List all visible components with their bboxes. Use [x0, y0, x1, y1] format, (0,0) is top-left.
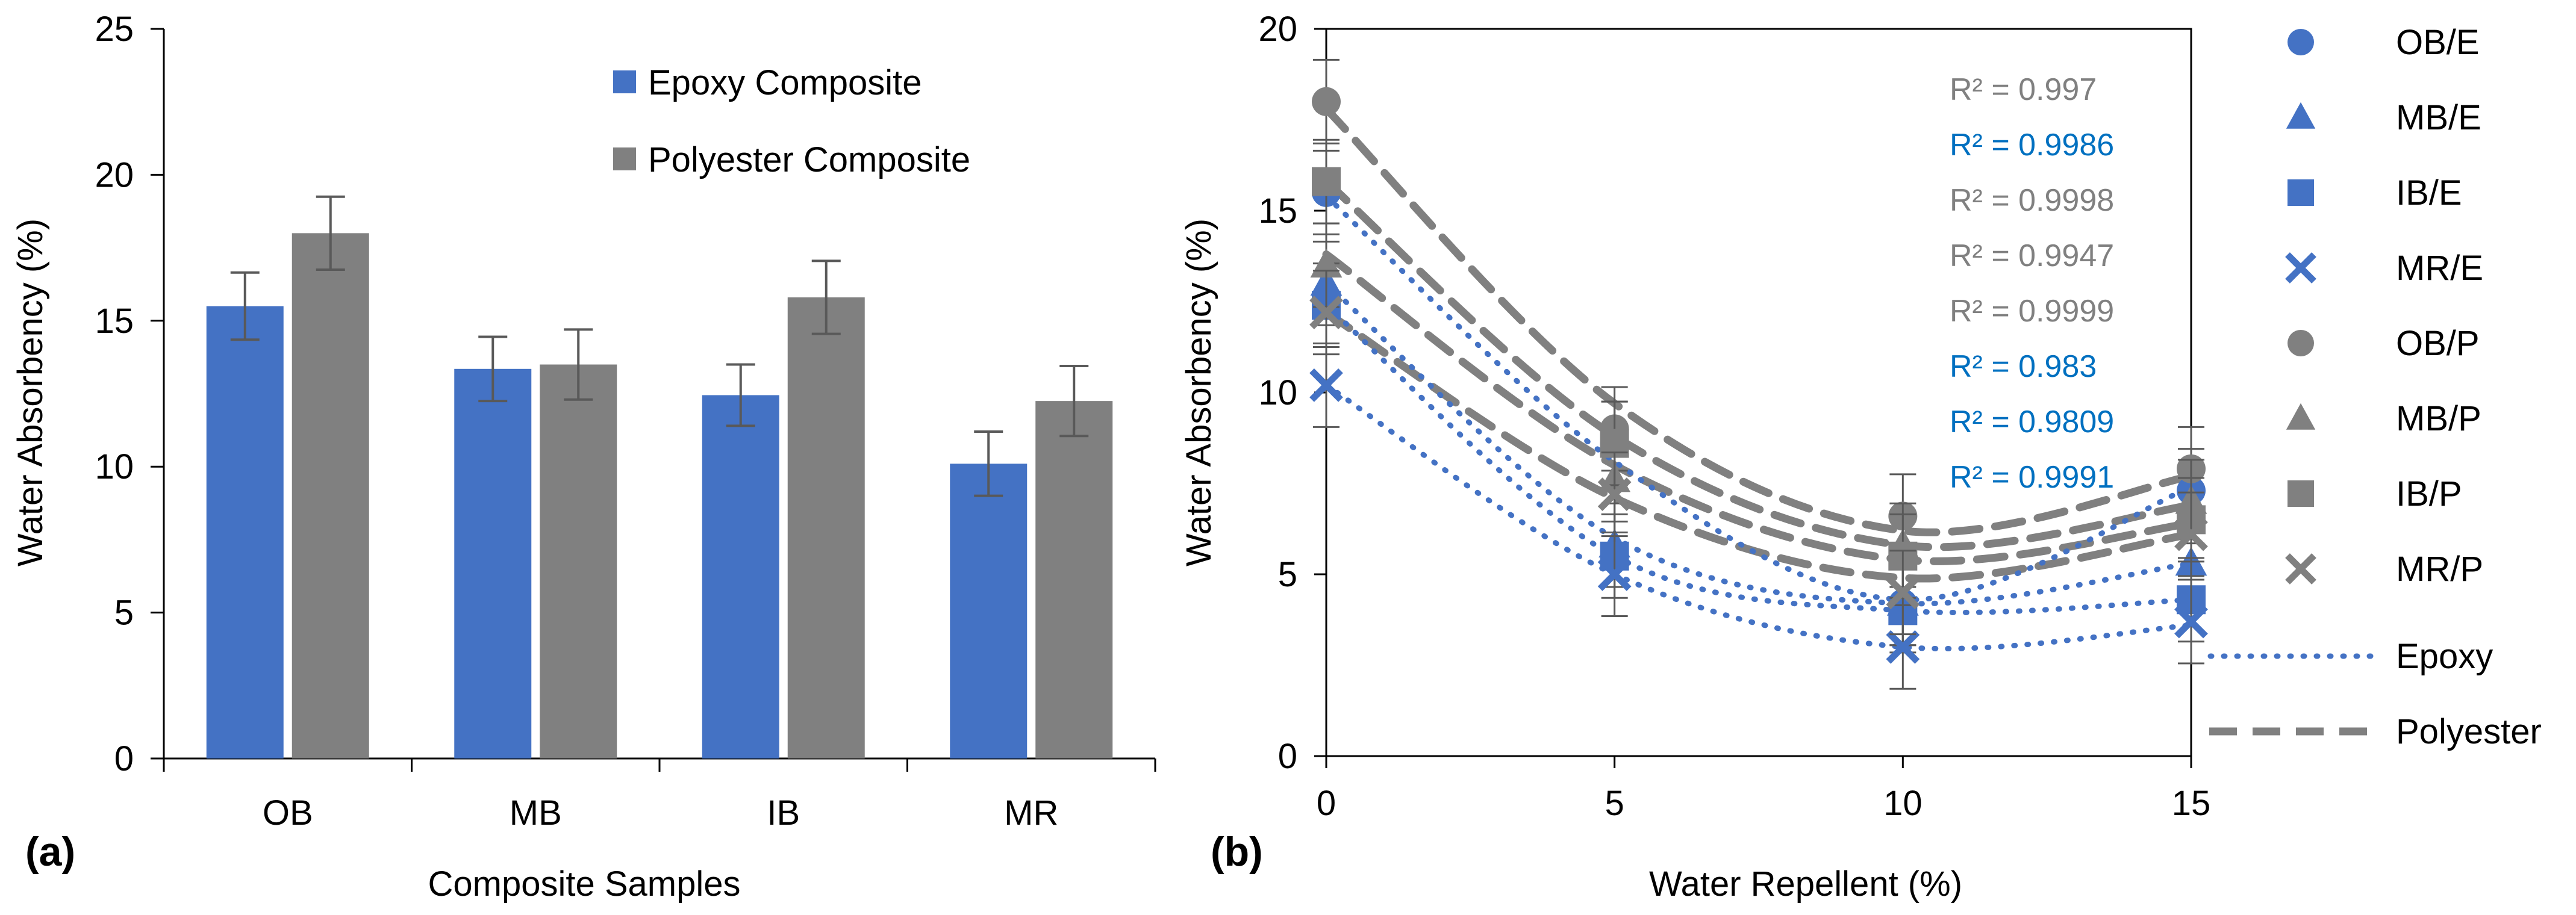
b-legend-label: OB/E — [2396, 23, 2480, 62]
a-bar-epoxy-mb — [454, 368, 532, 758]
b-x-tick-label: 15 — [2172, 784, 2211, 823]
b-point-mr-e — [2174, 604, 2208, 639]
b-r2-annotation: R² = 0.997 — [1950, 72, 2097, 107]
b-trendline-epoxy — [1323, 382, 2194, 652]
b-point-mr-e — [1309, 368, 1343, 402]
a-x-tick-label: OB — [263, 793, 313, 833]
b-x-tick-label: 10 — [1883, 784, 1923, 823]
b-y-axis-title: Water Absorbency (%) — [1179, 219, 1218, 566]
a-legend-label: Epoxy Composite — [648, 63, 922, 102]
b-point-mr-p — [2174, 517, 2208, 551]
b-legend-marker-mr-p — [2285, 553, 2316, 585]
a-bar-polyester-ob — [292, 233, 369, 758]
b-point-ob-p — [1312, 87, 1341, 116]
b-r2-annotation: R² = 0.9809 — [1950, 405, 2114, 439]
b-point-mr-p — [1309, 296, 1343, 330]
b-legend-marker-ob-p — [2288, 330, 2314, 356]
b-point-mr-p — [1886, 575, 1920, 610]
a-y-tick-label: 5 — [114, 594, 134, 633]
a-error-bar — [726, 363, 755, 427]
a-y-axis-title: Water Absorbency (%) — [11, 219, 50, 566]
b-trendline-polyester — [1322, 105, 2195, 536]
b-y-tick-label: 15 — [1258, 191, 1297, 231]
a-x-tick-label: MB — [510, 793, 562, 833]
a-error-bar — [974, 430, 1003, 497]
a-error-bar — [230, 271, 260, 341]
b-legend-marker-mr-e — [2285, 252, 2316, 284]
b-legend-marker-ib-e — [2288, 179, 2314, 206]
b-x-axis-title: Water Repellent (%) — [1649, 864, 1962, 904]
a-y-tick-label: 10 — [95, 447, 134, 486]
b-point-mr-e — [1886, 630, 1920, 664]
a-bar-polyester-mb — [540, 364, 617, 758]
a-y-tick-label: 20 — [95, 155, 134, 194]
b-trendline-polyester — [1322, 178, 2195, 551]
b-legend-label: Polyester — [2396, 712, 2542, 751]
a-error-bar — [1059, 364, 1089, 438]
panel-a-bar-chart: 0 5 10 15 20 25 OB MB IB MR Epoxy Composite Polyest… — [11, 10, 1156, 904]
b-r2-annotation: R² = 0.9991 — [1950, 460, 2114, 495]
b-legend-label: OB/P — [2396, 324, 2480, 363]
a-bar-polyester-ib — [787, 297, 865, 758]
a-y-tick-label: 15 — [95, 302, 134, 341]
b-x-tick-label: 0 — [1317, 784, 1336, 823]
a-error-bar — [564, 328, 593, 401]
b-legend-label: Epoxy — [2396, 637, 2493, 676]
a-panel-label: (a) — [25, 829, 75, 875]
b-legend-label: IB/E — [2396, 173, 2462, 212]
b-legend-label: IB/P — [2396, 474, 2462, 513]
b-y-tick-label: 20 — [1258, 10, 1297, 49]
a-error-bar — [316, 195, 345, 271]
b-legend-label: MB/P — [2396, 399, 2481, 438]
a-legend-label: Polyester Composite — [648, 140, 970, 179]
a-bar-epoxy-ib — [702, 395, 779, 758]
b-legend-marker-ob-e — [2288, 29, 2314, 55]
a-legend-swatch-polyester — [613, 147, 636, 170]
a-bar-epoxy-ob — [206, 306, 284, 758]
panel-b-scatter-chart: 0 5 10 15 20 0 5 10 15 R² = 0.997 R² = 0.9986 R² = … — [1179, 10, 2542, 904]
b-r2-annotation: R² = 0.983 — [1950, 349, 2097, 384]
b-legend-label: MB/E — [2396, 98, 2481, 137]
b-y-tick-label: 0 — [1278, 737, 1297, 776]
a-bar-polyester-mr — [1035, 401, 1113, 758]
b-r2-annotation: R² = 0.9999 — [1950, 294, 2114, 329]
b-trendline-epoxy — [1323, 281, 2194, 607]
a-x-tick-label: MR — [1004, 793, 1058, 833]
b-legend-marker-ib-p — [2288, 480, 2314, 507]
b-r2-annotation: R² = 0.9947 — [1950, 238, 2114, 273]
b-legend-marker-mb-e — [2286, 102, 2316, 129]
a-bar-epoxy-mr — [950, 464, 1028, 758]
b-legend-label: MR/P — [2396, 550, 2483, 589]
b-y-tick-label: 10 — [1258, 373, 1297, 412]
b-y-tick-label: 5 — [1278, 555, 1297, 594]
b-legend-label: MR/E — [2396, 249, 2483, 288]
a-x-axis-title: Composite Samples — [428, 864, 741, 904]
a-error-bar — [811, 259, 841, 335]
a-y-tick-label: 0 — [114, 739, 134, 778]
b-r2-annotation: R² = 0.9986 — [1950, 128, 2114, 163]
b-point-ib-p — [1312, 167, 1341, 196]
b-x-tick-label: 5 — [1605, 784, 1624, 823]
b-legend-marker-mb-p — [2286, 403, 2316, 430]
b-point-mr-p — [1597, 477, 1632, 512]
b-trendline-polyester — [1322, 250, 2195, 565]
b-point-mr-e — [1597, 557, 1632, 591]
a-legend-swatch-epoxy — [613, 70, 636, 93]
a-error-bar — [478, 335, 508, 403]
a-x-tick-label: IB — [767, 793, 800, 833]
b-panel-label: (b) — [1211, 829, 1263, 875]
b-r2-annotation: R² = 0.9998 — [1950, 183, 2114, 218]
a-y-tick-label: 25 — [95, 10, 134, 49]
